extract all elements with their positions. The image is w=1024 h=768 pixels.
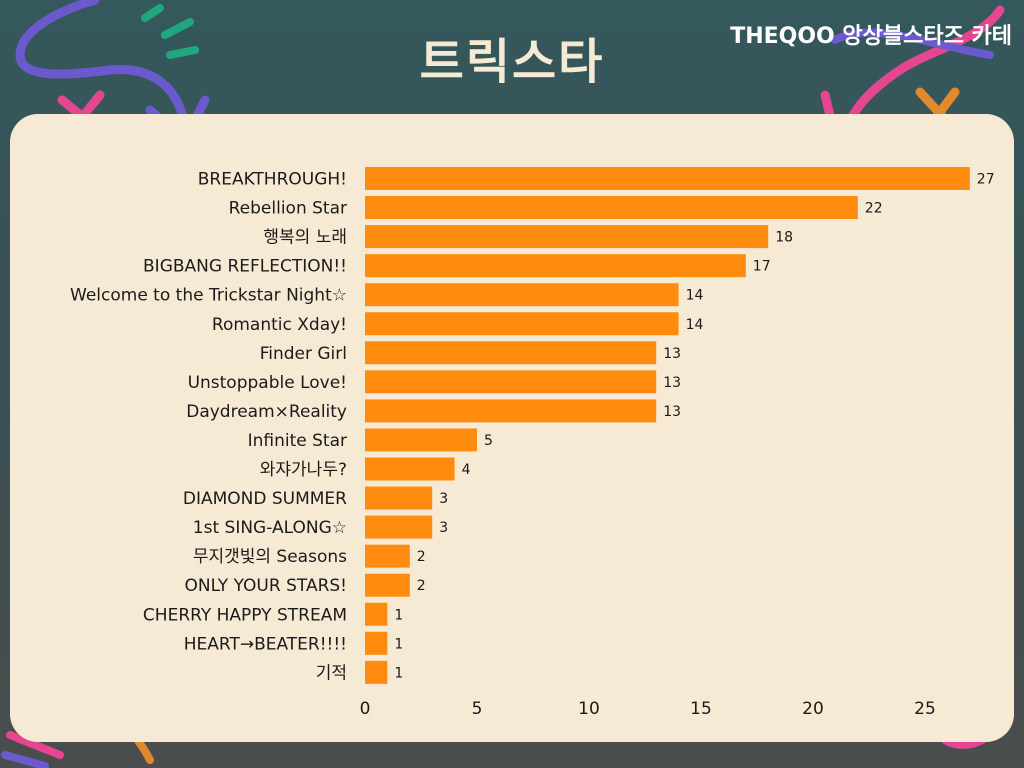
category-label: CHERRY HAPPY STREAM: [143, 605, 347, 625]
category-label: HEART→BEATER!!!!: [184, 634, 347, 654]
x-tick-label: 0: [360, 699, 371, 719]
category-label: Infinite Star: [248, 431, 347, 451]
bar: [365, 602, 388, 626]
value-label: 14: [686, 288, 704, 304]
category-label: Unstoppable Love!: [188, 373, 347, 393]
value-label: 14: [686, 317, 704, 333]
category-label: Romantic Xday!: [212, 315, 347, 335]
x-tick-label: 25: [914, 699, 936, 719]
source-label: THEQOO 앙상블스타즈 카테: [730, 24, 1012, 49]
bar: [365, 225, 769, 249]
x-tick-label: 5: [472, 699, 483, 719]
category-label: ONLY YOUR STARS!: [185, 576, 348, 596]
value-label: 1: [394, 665, 403, 681]
pink-line-doodle: [6, 731, 64, 759]
value-label: 1: [394, 636, 403, 652]
category-label: BIGBANG REFLECTION!!: [143, 257, 347, 277]
bar: [365, 515, 433, 539]
x-tick-label: 20: [802, 699, 824, 719]
value-label: 17: [753, 259, 771, 275]
value-label: 1: [394, 607, 403, 623]
bar: [365, 312, 679, 336]
category-label: 1st SING-ALONG☆: [193, 518, 347, 538]
category-label: Finder Girl: [260, 344, 347, 364]
value-label: 13: [663, 375, 681, 391]
bar: [365, 341, 657, 365]
bar: [365, 167, 970, 190]
value-label: 2: [417, 578, 426, 594]
green-dash-doodle: [141, 4, 199, 59]
purple-line-doodle: [1, 751, 49, 768]
category-label: Daydream×Reality: [186, 402, 347, 422]
value-label: 5: [484, 433, 493, 449]
bar: [365, 196, 858, 220]
value-label: 13: [663, 346, 681, 362]
value-label: 2: [417, 549, 426, 565]
bar: [365, 631, 388, 655]
category-label: Welcome to the Trickstar Night☆: [70, 286, 347, 306]
value-label: 3: [439, 520, 448, 536]
category-label: DIAMOND SUMMER: [183, 489, 347, 509]
bar: [365, 370, 657, 394]
bar: [365, 254, 746, 278]
category-label: 와쟈가나두?: [260, 460, 347, 480]
value-label: 22: [865, 201, 883, 217]
bar: [365, 283, 679, 307]
bar: [365, 399, 657, 423]
bar: [365, 486, 433, 510]
bar: [365, 428, 477, 452]
value-label: 3: [439, 491, 448, 507]
bar: [365, 457, 455, 481]
category-label: 무지갯빛의 Seasons: [193, 547, 347, 567]
bar: [365, 660, 388, 684]
bar: [365, 544, 410, 568]
value-label: 27: [977, 172, 995, 188]
value-label: 13: [663, 404, 681, 420]
category-label: BREAKTHROUGH!: [198, 170, 347, 190]
purple-arrow-doodle: [15, 0, 190, 135]
purple-loop-doodle: [831, 28, 994, 59]
category-label: 기적: [316, 663, 347, 683]
category-label: 행복의 노래: [263, 228, 347, 248]
x-tick-label: 15: [690, 699, 712, 719]
chart-title: 트릭스타: [419, 34, 605, 90]
category-label: Rebellion Star: [229, 199, 347, 219]
bar: [365, 573, 410, 597]
value-label: 18: [775, 230, 793, 246]
value-label: 4: [462, 462, 471, 478]
x-tick-label: 10: [578, 699, 600, 719]
